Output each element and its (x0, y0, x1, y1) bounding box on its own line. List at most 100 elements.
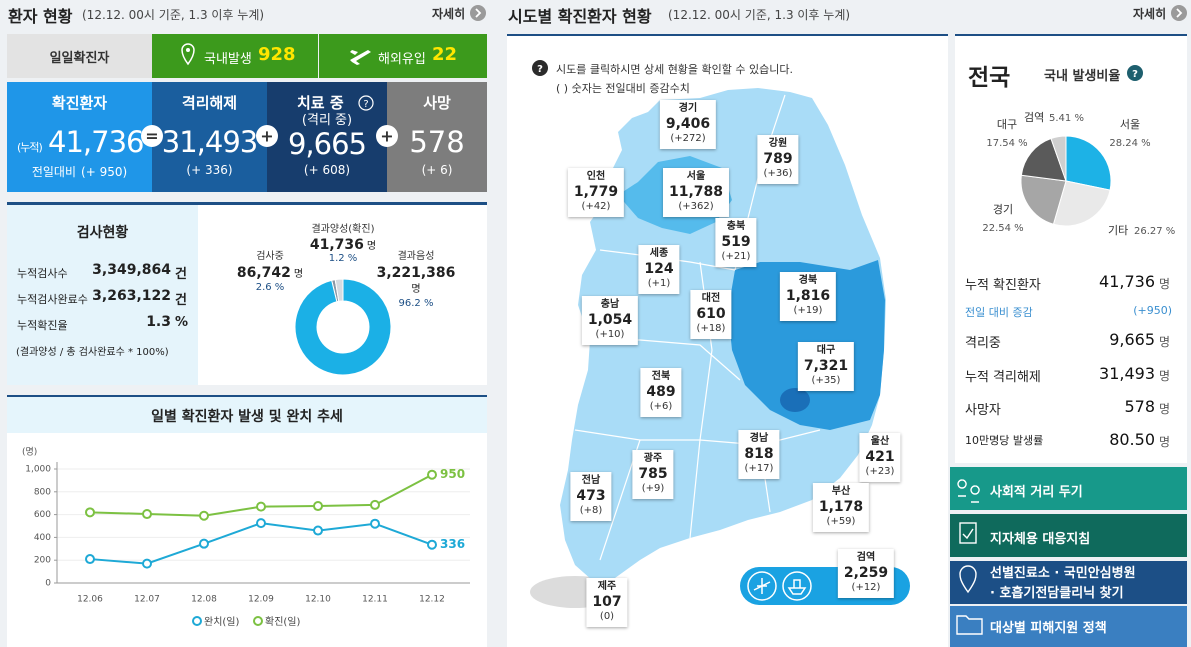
region-label[interactable]: 대구 7,321 (+35) (797, 342, 855, 391)
region-name: 전남 (581, 475, 601, 486)
link-button[interactable] (950, 606, 1187, 647)
series-point (313, 525, 323, 536)
national-row-label: 누적 격리해제 (965, 370, 1041, 385)
region-label[interactable]: 울산 421 (+23) (859, 433, 901, 482)
daily-overseas-value: 22 (432, 44, 458, 65)
trend-panel (7, 395, 487, 647)
region-label[interactable]: 충남 1,054 (+10) (581, 296, 639, 345)
region-label[interactable]: 전남 473 (+8) (570, 472, 612, 521)
region-name: 검역 (856, 552, 876, 563)
region-name: 인천 (586, 171, 606, 182)
region-label[interactable]: 세종 124 (+1) (638, 245, 680, 294)
legend-marker (192, 616, 202, 626)
y-axis-label: (명) (22, 447, 37, 458)
y-tick-label: 600 (34, 510, 51, 520)
link-button[interactable] (950, 467, 1187, 510)
region-name: 세종 (649, 248, 669, 259)
tests-row-unit: % (175, 315, 189, 330)
link-label[interactable]: 선별진료소 · 국민안심병원 (990, 566, 1136, 581)
tests-summary-box (7, 205, 198, 385)
section-title: 시도별 확진환자 현황 (508, 7, 652, 26)
more-button[interactable]: 자세히 (432, 7, 466, 21)
national-row-label: 10만명당 발생률 (965, 434, 1044, 447)
region-label[interactable]: 강원 789 (+36) (757, 135, 799, 184)
national-panel (955, 34, 1187, 463)
pin-icon-dot (186, 48, 190, 52)
national-row-unit: 명 (1159, 435, 1171, 449)
pie-slice (1050, 135, 1067, 182)
doc-icon-check (962, 528, 974, 540)
tests-row-unit: 건 (175, 293, 187, 308)
region-delta: (+18) (696, 323, 726, 334)
box-title: 사망 (423, 94, 451, 112)
national-row-value: 31,493 (1099, 364, 1155, 383)
region-name: 서울 (686, 171, 706, 182)
help-icon (358, 95, 374, 111)
region-name: 전북 (651, 371, 671, 382)
series-point (370, 499, 380, 510)
donut-category: 결과음성 (397, 251, 435, 262)
donut-value-label: 96.2 % (398, 298, 434, 309)
region-name: 대구 (816, 345, 836, 356)
series-point (427, 469, 437, 480)
donut-count-unit: 명 (366, 241, 377, 252)
link-label[interactable]: 지자체용 대응지침 (990, 532, 1091, 547)
link-button[interactable] (950, 561, 1187, 604)
daily-label-box (7, 34, 152, 78)
region-count: 2,259 (843, 564, 889, 581)
region-label[interactable]: 경북 1,816 (+19) (779, 272, 837, 321)
region-label[interactable]: 부산 1,178 (+59) (812, 483, 870, 532)
map-note: 시도를 클릭하시면 상세 현황을 확인할 수 있습니다. (556, 63, 793, 76)
region-count: 489 (646, 383, 676, 400)
region-delta: (+8) (579, 505, 603, 516)
series-line (89, 522, 433, 565)
national-row-label: 격리중 (965, 336, 1001, 351)
region-label[interactable]: 검역 2,259 (+12) (837, 549, 895, 598)
tests-title: 검사현황 (76, 225, 129, 241)
region-name: 울산 (870, 436, 890, 447)
pie-category-label: 서울 (1120, 118, 1140, 131)
quarantine-icon (782, 571, 812, 601)
pie-category-label: 경기 (993, 203, 1013, 216)
region-label[interactable]: 인천 1,779 (+42) (567, 168, 625, 217)
box-value: 41,736 (48, 125, 144, 159)
region-label[interactable]: 경기 9,406 (+272) (659, 100, 717, 149)
y-tick-label: 1,000 (25, 465, 51, 475)
region-delta: (+35) (811, 375, 841, 386)
region-label[interactable]: 대전 610 (+18) (690, 290, 732, 339)
trend-header (7, 397, 487, 433)
ratio-title: 국내 발생비율 (1044, 69, 1121, 84)
link-label[interactable]: 사회적 거리 두기 (990, 485, 1083, 500)
folder-icon (956, 615, 983, 635)
link-label[interactable]: · 호흡기전담클리닉 찾기 (990, 586, 1124, 601)
y-tick-label: 0 (45, 579, 51, 589)
region-label[interactable]: 충북 519 (+21) (715, 218, 757, 267)
daily-overseas-label: 해외유입 (378, 52, 426, 67)
region-label[interactable]: 경남 818 (+17) (738, 430, 780, 479)
region-name: 충남 (600, 299, 620, 310)
region-count: 421 (865, 448, 895, 465)
region-delta: (+59) (826, 516, 856, 527)
region-label[interactable]: 제주 107 (0) (586, 578, 628, 627)
region-label[interactable]: 광주 785 (+9) (632, 450, 674, 499)
tests-row-label: 누적검사수 (17, 267, 68, 280)
series-point (256, 501, 266, 512)
region-label[interactable]: 전북 489 (+6) (640, 368, 682, 417)
national-row-label: 전일 대비 증감 (965, 306, 1033, 319)
status-box (387, 82, 487, 192)
donut-count: 86,742 (236, 265, 291, 281)
region-count: 789 (763, 150, 793, 167)
region-label[interactable]: 서울 11,788 (+362) (662, 168, 730, 217)
x-tick-label: 12.11 (362, 595, 388, 605)
link-label[interactable]: 대상별 피해지원 정책 (990, 621, 1107, 636)
national-row-value: (+950) (1133, 304, 1172, 317)
region-count: 7,321 (803, 357, 849, 374)
link-button[interactable] (950, 514, 1187, 557)
region-name: 경기 (678, 103, 698, 114)
donut-count: 41,736 (309, 237, 364, 253)
national-row-unit: 명 (1159, 402, 1171, 416)
more-button[interactable]: 자세히 (1133, 7, 1167, 21)
donut-category: 결과양성(확진) (311, 224, 375, 235)
region-name: 제주 (597, 581, 617, 592)
operator-circle (376, 125, 398, 147)
